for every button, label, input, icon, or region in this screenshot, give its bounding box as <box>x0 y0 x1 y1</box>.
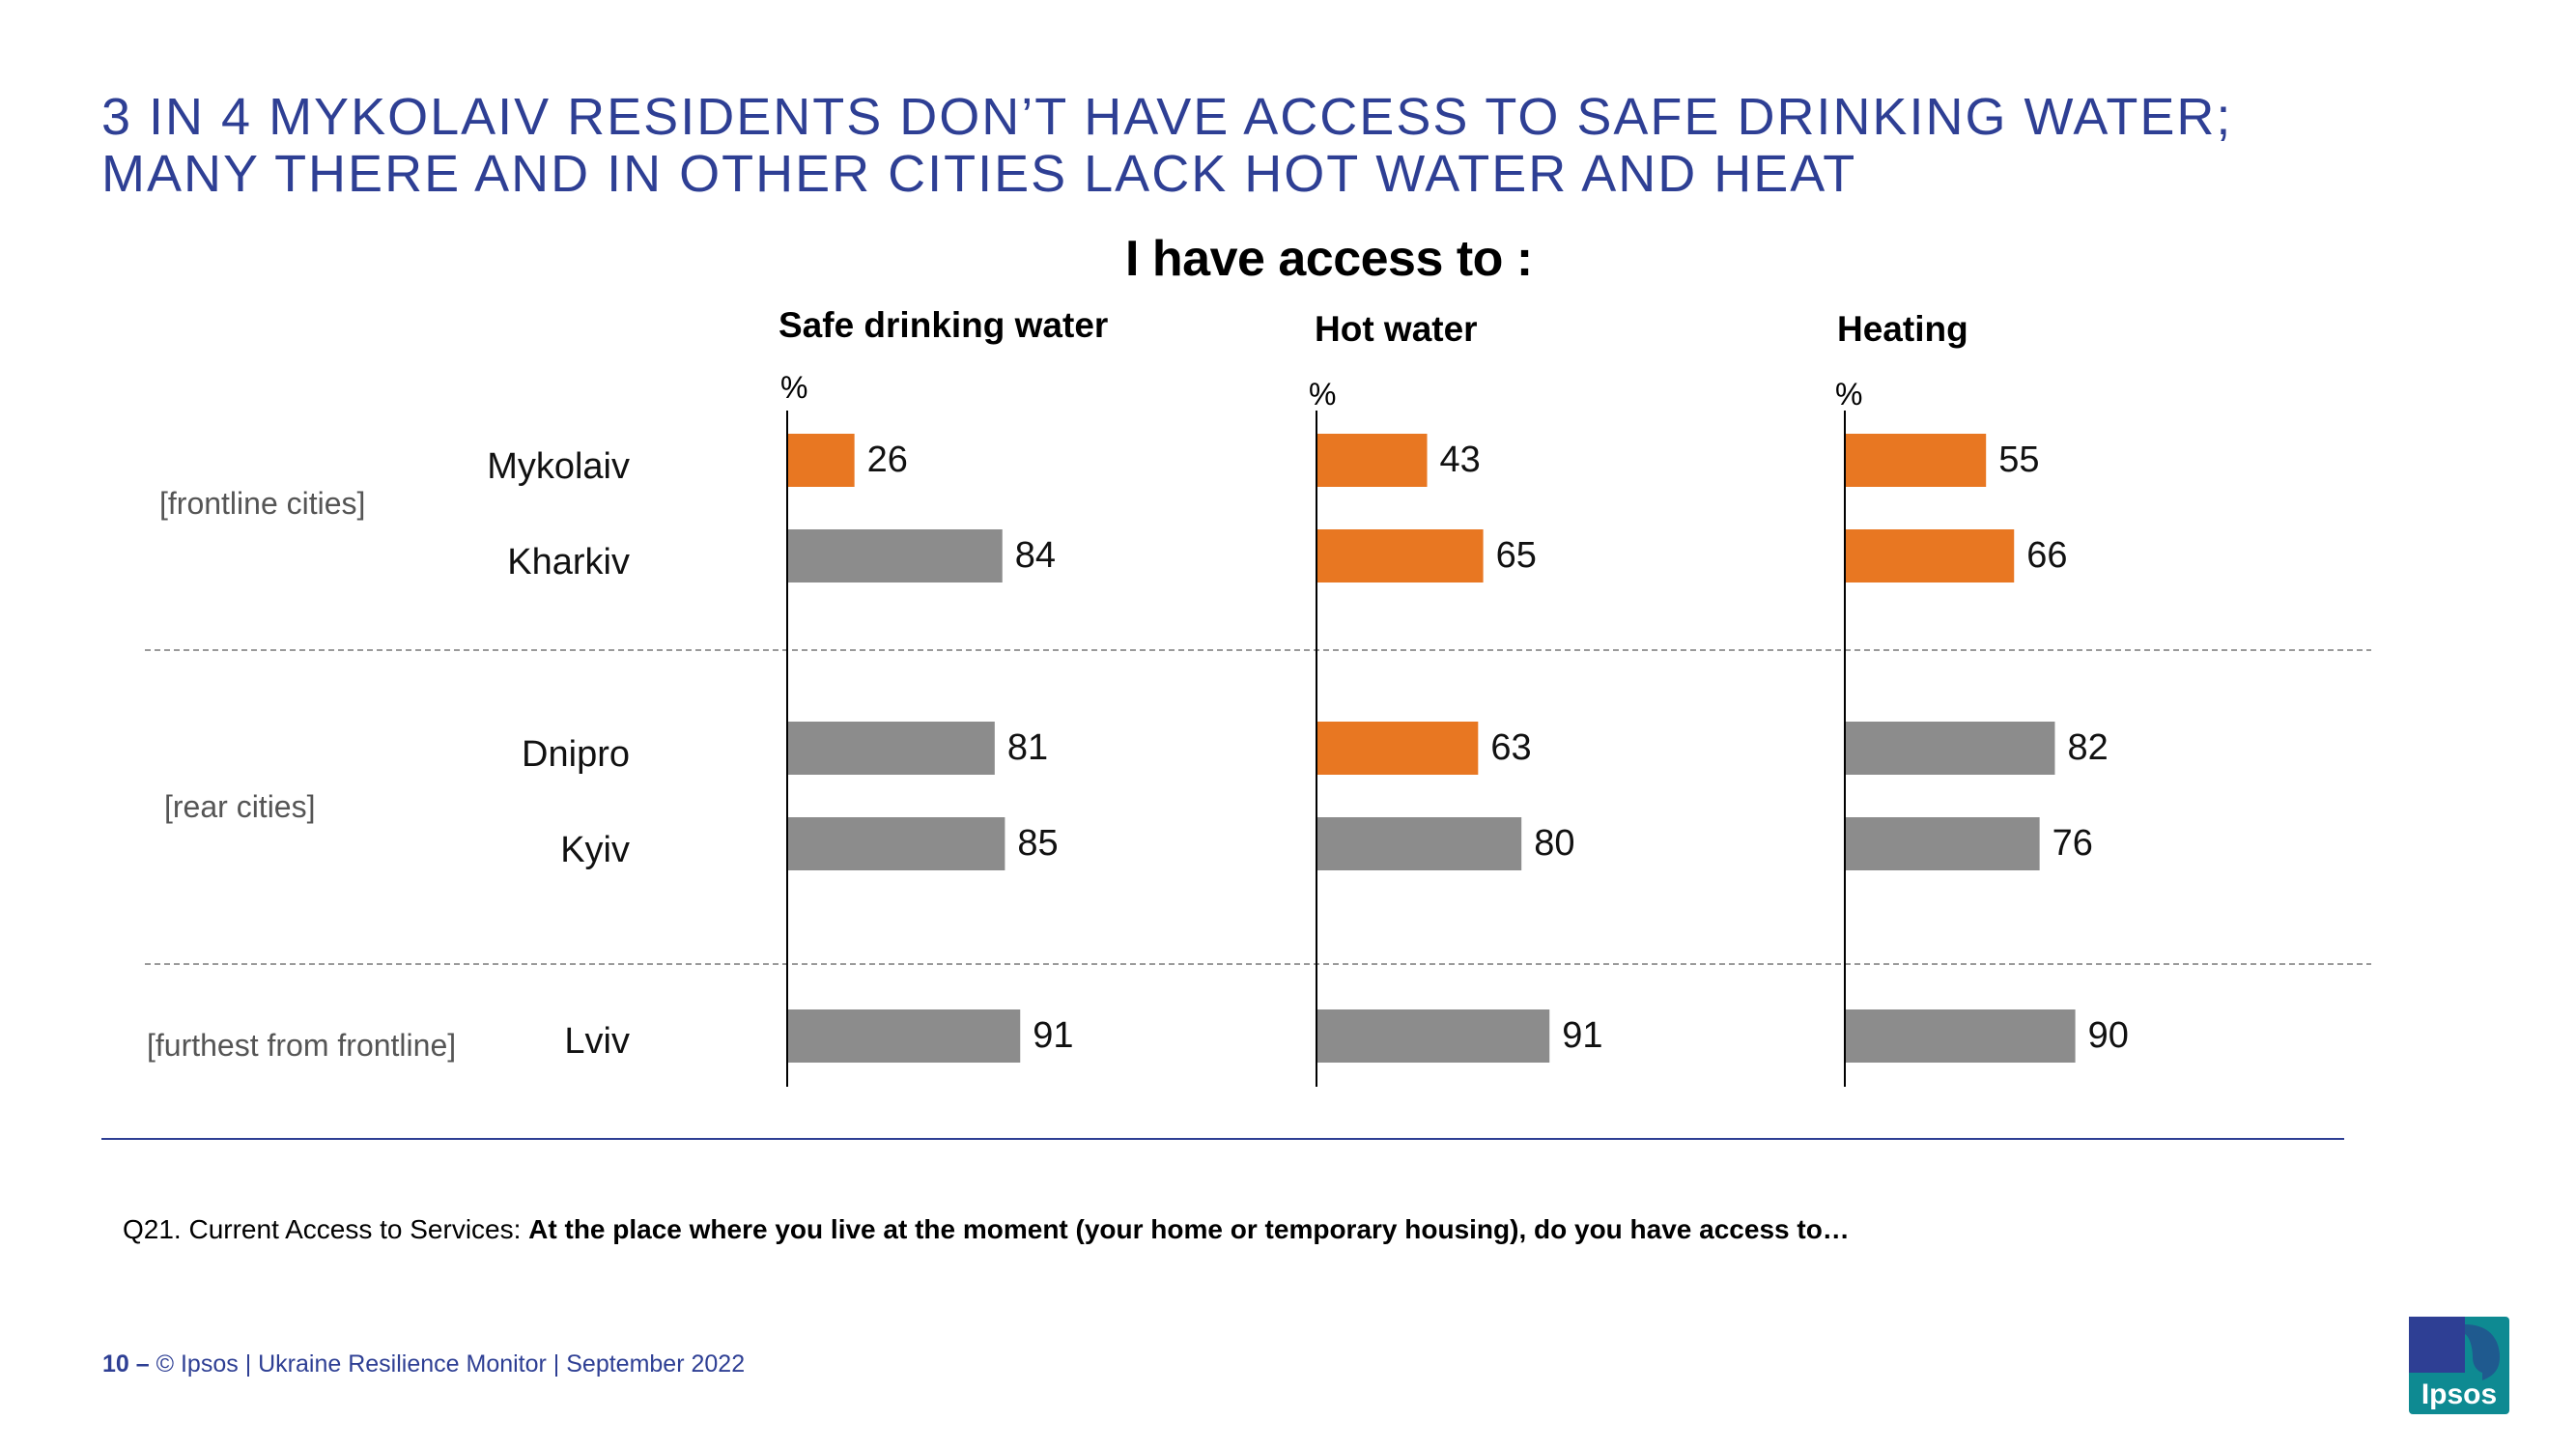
question-body: At the place where you live at the momen… <box>528 1214 1850 1244</box>
value-label-safe-drinking-water-mykolaiv: 26 <box>867 440 908 480</box>
bar-hot-water-kyiv <box>1317 817 1522 870</box>
value-label-hot-water-lviv: 91 <box>1562 1015 1602 1056</box>
value-label-heating-mykolaiv: 55 <box>1998 440 2039 480</box>
bar-hot-water-dnipro <box>1317 722 1479 775</box>
city-label-mykolaiv: Mykolaiv <box>487 446 630 487</box>
page-title: 3 IN 4 MYKOLAIV RESIDENTS DON’T HAVE ACC… <box>101 89 2232 203</box>
value-label-safe-drinking-water-lviv: 91 <box>1033 1015 1073 1056</box>
ipsos-logo: Ipsos <box>2409 1317 2509 1414</box>
value-label-safe-drinking-water-kharkiv: 84 <box>1015 535 1056 576</box>
logo-text: Ipsos <box>2421 1378 2497 1410</box>
percent-unit-heating: % <box>1835 377 1863 412</box>
page-number: 10 – <box>102 1350 150 1378</box>
footer-divider <box>101 1138 2344 1140</box>
city-label-kharkiv: Kharkiv <box>507 542 630 582</box>
value-label-heating-lviv: 90 <box>2088 1015 2129 1056</box>
bar-heating-lviv <box>1846 1009 2076 1063</box>
title-line-1: 3 IN 4 MYKOLAIV RESIDENTS DON’T HAVE ACC… <box>101 88 2233 146</box>
question-prefix: Q21. Current Access to Services: <box>123 1214 522 1244</box>
group-label-rear: [rear cities] <box>164 789 316 824</box>
footer-text: © Ipsos | Ukraine Resilience Monitor | S… <box>156 1350 746 1378</box>
column-heading-safe-water: Safe drinking water <box>778 305 1109 345</box>
column-heading-hot-water: Hot water <box>1315 309 1478 349</box>
city-label-kyiv: Kyiv <box>560 830 630 870</box>
title-line-2: MANY THERE AND IN OTHER CITIES LACK HOT … <box>101 145 1857 203</box>
bar-heating-kharkiv <box>1846 529 2015 582</box>
bar-hot-water-mykolaiv <box>1317 434 1428 487</box>
bar-safe-drinking-water-kyiv <box>788 817 1005 870</box>
chart-subtitle: I have access to : <box>1125 231 1533 287</box>
bar-hot-water-lviv <box>1317 1009 1550 1063</box>
percent-unit-safe-water: % <box>780 370 808 405</box>
bar-safe-drinking-water-mykolaiv <box>788 434 855 487</box>
bar-safe-drinking-water-dnipro <box>788 722 995 775</box>
group-label-furthest: [furthest from frontline] <box>147 1028 457 1063</box>
footer: 10 – © Ipsos | Ukraine Resilience Monito… <box>102 1350 745 1378</box>
value-label-heating-kyiv: 76 <box>2052 823 2093 864</box>
value-label-safe-drinking-water-kyiv: 85 <box>1017 823 1058 864</box>
bar-heating-kyiv <box>1846 817 2040 870</box>
group-label-frontline: [frontline cities] <box>159 486 366 521</box>
bar-heating-mykolaiv <box>1846 434 1987 487</box>
bar-hot-water-kharkiv <box>1317 529 1484 582</box>
bar-safe-drinking-water-lviv <box>788 1009 1021 1063</box>
bar-heating-dnipro <box>1846 722 2055 775</box>
value-label-heating-kharkiv: 66 <box>2026 535 2067 576</box>
value-label-safe-drinking-water-dnipro: 81 <box>1007 727 1048 768</box>
city-label-lviv: Lviv <box>564 1021 630 1062</box>
value-label-hot-water-dnipro: 63 <box>1490 727 1531 768</box>
value-label-hot-water-kyiv: 80 <box>1534 823 1574 864</box>
percent-unit-hot-water: % <box>1309 377 1337 412</box>
column-heading-heating: Heating <box>1837 309 1968 349</box>
value-label-hot-water-mykolaiv: 43 <box>1440 440 1481 480</box>
bar-safe-drinking-water-kharkiv <box>788 529 1003 582</box>
value-label-hot-water-kharkiv: 65 <box>1496 535 1537 576</box>
city-label-dnipro: Dnipro <box>522 734 630 775</box>
value-label-heating-dnipro: 82 <box>2067 727 2108 768</box>
question-text: Q21. Current Access to Services: At the … <box>123 1214 1850 1245</box>
